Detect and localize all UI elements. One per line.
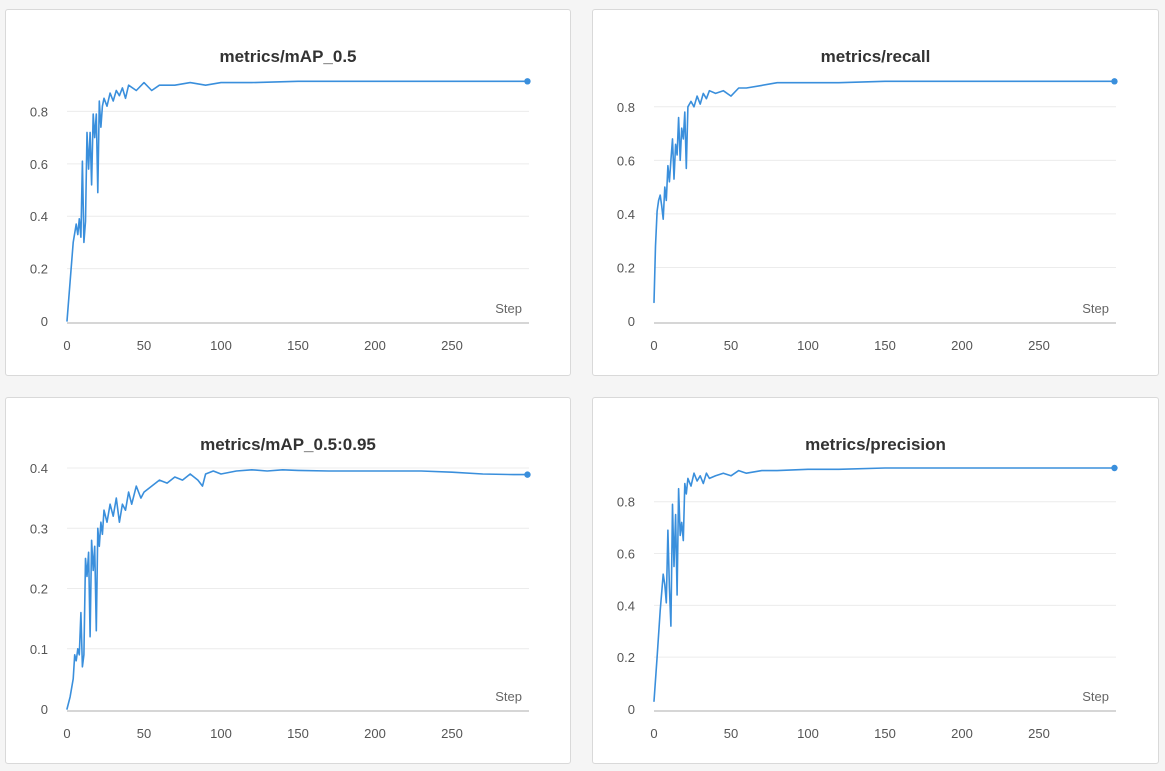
line-chart-map-0-5: 0 0.2 0.4 0.6 0.8 0 50 100 150 200 250 Step — [30, 78, 531, 353]
series-end-point — [1111, 464, 1118, 472]
x-tick-label: 0 — [650, 338, 657, 353]
y-tick-label: 0.8 — [617, 100, 635, 115]
chart-panel-map-0-5: metrics/mAP_0.5 0 0.2 0.4 0.6 0.8 0 50 100 150 20… — [5, 9, 571, 376]
y-tick-label: 0.8 — [30, 104, 48, 119]
y-tick-label: 0 — [628, 314, 635, 329]
x-tick-label: 50 — [724, 726, 738, 741]
chart-title: metrics/mAP_0.5 — [219, 47, 357, 66]
y-tick-label: 0.1 — [30, 642, 48, 657]
x-axis-label: Step — [1082, 301, 1109, 316]
y-tick-label: 0.4 — [617, 598, 635, 613]
y-tick-label: 0 — [41, 702, 48, 717]
y-tick-label: 0.2 — [617, 260, 635, 275]
y-tick-label: 0 — [628, 702, 635, 717]
y-tick-label: 0.2 — [30, 582, 48, 597]
x-tick-label: 100 — [210, 338, 232, 353]
x-axis-label: Step — [495, 301, 522, 316]
x-tick-label: 150 — [874, 726, 896, 741]
chart-title: metrics/mAP_0.5:0.95 — [200, 435, 376, 454]
x-tick-label: 100 — [797, 338, 819, 353]
y-tick-label: 0.4 — [30, 209, 48, 224]
x-tick-label: 250 — [1028, 338, 1050, 353]
y-tick-label: 0.2 — [617, 650, 635, 665]
chart-title: metrics/precision — [805, 435, 946, 454]
x-tick-label: 150 — [287, 338, 309, 353]
x-tick-label: 150 — [287, 726, 309, 741]
chart-panel-map-0-5-0-95: metrics/mAP_0.5:0.95 0 0.1 0.2 0.3 0.4 0 50 100… — [5, 397, 571, 764]
x-tick-label: 50 — [137, 338, 151, 353]
y-tick-label: 0.3 — [30, 521, 48, 536]
y-tick-label: 0.4 — [617, 207, 635, 222]
x-tick-label: 250 — [441, 338, 463, 353]
x-tick-label: 150 — [874, 338, 896, 353]
series-line — [66, 469, 529, 710]
y-tick-label: 0.4 — [30, 461, 48, 476]
x-tick-label: 200 — [364, 726, 386, 741]
series-line — [653, 80, 1116, 304]
x-tick-label: 0 — [650, 726, 657, 741]
line-chart-precision: 0 0.2 0.4 0.6 0.8 0 50 100 150 200 250 Step — [617, 464, 1118, 741]
series-end-point — [524, 78, 531, 85]
chart-panel-recall: metrics/recall 0 0.2 0.4 0.6 0.8 0 50 100 150 200… — [592, 9, 1159, 376]
line-chart-recall: 0 0.2 0.4 0.6 0.8 0 50 100 150 200 250 Step — [617, 78, 1118, 353]
x-tick-label: 100 — [210, 726, 232, 741]
x-tick-label: 50 — [137, 726, 151, 741]
x-tick-label: 100 — [797, 726, 819, 741]
series-end-point — [524, 471, 531, 478]
y-tick-label: 0.6 — [617, 547, 635, 562]
x-tick-label: 0 — [63, 726, 70, 741]
x-tick-label: 250 — [1028, 726, 1050, 741]
x-tick-label: 200 — [951, 726, 973, 741]
chart-title: metrics/recall — [820, 47, 931, 66]
y-tick-label: 0 — [41, 314, 48, 329]
line-chart-map-0-5-0-95: 0 0.1 0.2 0.3 0.4 0 50 100 150 200 250 Step — [30, 461, 531, 741]
y-tick-label: 0.6 — [617, 153, 635, 168]
series-end-point — [1111, 78, 1118, 85]
chart-panel-precision: metrics/precision 0 0.2 0.4 0.6 0.8 0 50 100 150… — [592, 397, 1159, 764]
y-tick-label: 0.8 — [617, 495, 635, 510]
x-tick-label: 200 — [951, 338, 973, 353]
x-axis-label: Step — [495, 689, 522, 704]
x-tick-label: 50 — [724, 338, 738, 353]
series-line — [653, 467, 1116, 703]
x-tick-label: 250 — [441, 726, 463, 741]
y-tick-label: 0.2 — [30, 262, 48, 277]
y-tick-label: 0.6 — [30, 157, 48, 172]
x-tick-label: 0 — [63, 338, 70, 353]
series-line — [66, 80, 529, 322]
x-axis-label: Step — [1082, 689, 1109, 704]
x-tick-label: 200 — [364, 338, 386, 353]
